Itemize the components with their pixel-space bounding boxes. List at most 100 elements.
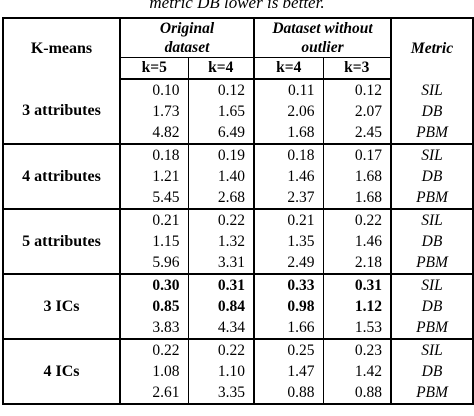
value-cell: 6.49 [187,122,256,145]
value-cell: 2.07 [322,101,393,122]
value-cell: 0.88 [254,382,324,405]
value-cell: 0.31 [187,274,256,296]
value-cell: 2.45 [322,122,393,145]
row-group-label: 4 attributes [2,144,121,210]
metric-cell: SIL [391,144,474,166]
value-cell: 0.30 [152,277,180,294]
table-caption: metric DB lower is better. [149,0,325,12]
value-cell: 3.31 [187,252,256,275]
value-cell: 0.10 [152,82,180,99]
value-cell: 1.15 [152,233,180,250]
header-original-dataset: Original dataset [120,17,256,58]
table-row: 3 attributes 0.10 0.12 0.11 0.12 SIL [2,79,474,145]
value-cell: 0.18 [152,147,180,164]
metric-cell: PBM [391,317,474,340]
value-cell: 1.42 [322,361,393,382]
value-cell: 2.61 [120,382,188,405]
value-cell: 1.68 [322,187,393,210]
value-cell: 0.11 [287,82,315,99]
table-row: 1.08 1.10 1.47 1.42 DB [3,361,474,382]
header-original-line2: dataset [164,39,210,56]
value-cell: 3.83 [120,317,188,340]
value-cell: 2.06 [287,103,315,120]
metric-cell: DB [391,101,474,122]
value-cell: 1.46 [287,168,315,185]
table-row: 1.73 1.65 2.06 2.07 DB [3,101,474,122]
value-cell: 1.68 [254,122,324,145]
value-cell: 0.21 [287,212,315,229]
value-cell: 1.10 [187,361,256,382]
header-without-line2: outlier [301,39,344,56]
value-cell: 1.73 [152,103,180,120]
value-cell: 4.34 [187,317,256,340]
value-cell: 2.68 [187,187,256,210]
table-body: 3 attributes 0.10 0.12 0.11 0.12 SIL 1.73 1.65 2… [2,79,474,405]
table-row: 4.82 6.49 1.68 2.45 PBM [3,122,474,145]
value-cell: 1.08 [152,363,180,380]
value-cell: 0.22 [187,339,256,361]
metric-cell: DB [391,231,474,252]
value-cell: 0.22 [322,209,393,231]
table-row: 5.96 3.31 2.49 2.18 PBM [3,252,474,275]
value-cell: 0.19 [187,144,256,166]
value-cell: 1.12 [322,296,393,317]
row-group-label: 3 ICs [2,274,121,340]
metric-cell: PBM [391,382,474,405]
value-cell: 0.22 [187,209,256,231]
value-cell: 0.25 [287,342,315,359]
value-cell: 1.68 [322,166,393,187]
value-cell: 4.82 [120,122,188,145]
value-cell: 0.18 [287,147,315,164]
header-without-line1: Dataset without [272,20,373,37]
metric-cell: PBM [391,122,474,145]
value-cell: 2.18 [322,252,393,275]
value-cell: 0.88 [322,382,393,405]
table-row: 1.21 1.40 1.46 1.68 DB [3,166,474,187]
value-cell: 1.65 [187,101,256,122]
table-row: 4 ICs 0.22 0.22 0.25 0.23 SIL [2,339,474,405]
table-row: 3.83 4.34 1.66 1.53 PBM [3,317,474,340]
value-cell: 5.96 [120,252,188,275]
value-cell: 1.32 [187,231,256,252]
value-cell: 2.49 [254,252,324,275]
value-cell: 1.53 [322,317,393,340]
metric-cell: SIL [391,339,474,361]
header-original-line1: Original [159,20,215,37]
metric-cell: DB [391,166,474,187]
value-cell: 0.12 [187,79,256,101]
header-k-orig-1: k=5 [120,57,188,80]
row-group-label: 4 ICs [2,339,121,405]
value-cell: 0.85 [152,298,180,315]
value-cell: 0.31 [322,274,393,296]
value-cell: 0.17 [322,144,393,166]
header-kmeans: K-means [2,17,121,79]
value-cell: 0.21 [152,212,180,229]
metric-cell: DB [391,361,474,382]
table-row: 3 ICs 0.30 0.31 0.33 0.31 SIL [2,274,474,340]
value-cell: 1.35 [287,233,315,250]
table-row: 1.15 1.32 1.35 1.46 DB [3,231,474,252]
table-row: 2.61 3.35 0.88 0.88 PBM [3,382,474,405]
value-cell: 5.45 [120,187,188,210]
header-dataset-without-outlier: Dataset without outlier [254,17,393,58]
value-cell: 3.35 [187,382,256,405]
header-k-without-2: k=3 [322,57,393,80]
table-row: 4 attributes 0.18 0.19 0.18 0.17 SIL [2,144,474,210]
results-table: K-means Original dataset Dataset without… [2,17,474,405]
metric-cell: SIL [391,79,474,101]
table-row: 5 attributes 0.21 0.22 0.21 0.22 SIL [2,209,474,275]
value-cell: 1.46 [322,231,393,252]
header-k-without-1: k=4 [254,57,324,80]
value-cell: 1.66 [254,317,324,340]
row-group-label: 5 attributes [2,209,121,275]
value-cell: 2.37 [254,187,324,210]
value-cell: 0.22 [152,342,180,359]
table-row: 0.85 0.84 0.98 1.12 DB [3,296,474,317]
metric-cell: PBM [391,252,474,275]
value-cell: 0.98 [287,298,315,315]
value-cell: 0.23 [322,339,393,361]
header-metric: Metric [391,17,474,79]
header-k-orig-2: k=4 [187,57,256,80]
value-cell: 1.47 [287,363,315,380]
row-group-label: 3 attributes [2,79,121,145]
